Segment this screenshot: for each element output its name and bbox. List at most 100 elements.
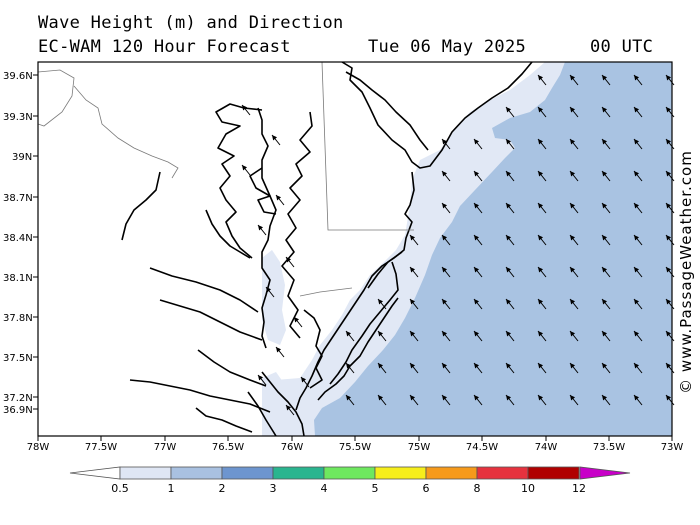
wave-arrow: [537, 234, 547, 246]
lon-label: 78W: [27, 442, 50, 453]
wave-arrow: [241, 164, 251, 176]
wave-arrow: [601, 170, 611, 182]
colorbar: 0.5 1 2 3 4 5 6 8 10 12: [69, 466, 631, 495]
wave-arrow: [633, 202, 643, 214]
wave-arrow: [377, 394, 387, 406]
wave-arrow: [665, 170, 675, 182]
lat-label: 36.9N: [3, 405, 33, 416]
wave-arrow: [569, 106, 579, 118]
lat-label: 37.5N: [3, 353, 33, 364]
wave-arrow: [473, 138, 483, 150]
colorbar-cell: [425, 466, 478, 480]
wave-arrow: [345, 394, 355, 406]
wave-arrow: [537, 74, 547, 86]
wave-arrow: [633, 234, 643, 246]
state-borders: [38, 62, 414, 297]
colorbar-cell: [221, 466, 274, 480]
lat-label: 39.6N: [3, 71, 33, 82]
wave-arrow: [409, 362, 419, 374]
wave-arrow: [473, 234, 483, 246]
wave-arrow: [377, 362, 387, 374]
wave-arrow: [285, 404, 295, 416]
wave-arrow: [537, 298, 547, 310]
wave-arrow: [345, 362, 355, 374]
wave-arrow: [569, 138, 579, 150]
wave-arrow: [633, 138, 643, 150]
colorbar-label: 4: [321, 482, 328, 495]
wave-arrow: [537, 362, 547, 374]
forecast-date: Tue 06 May 2025: [368, 37, 527, 57]
wave-arrow: [409, 330, 419, 342]
wave-arrow: [241, 104, 251, 116]
wave-arrow: [345, 330, 355, 342]
longitude-axis: 78W 77.5W 77W 76.5W 76W 75.5W 75W 74.5W …: [27, 436, 684, 453]
colorbar-cell: [323, 466, 376, 480]
wave-arrow: [505, 330, 515, 342]
wave-arrow: [441, 202, 451, 214]
wave-arrow: [665, 330, 675, 342]
lon-label: 73W: [661, 442, 684, 453]
wave-arrow: [601, 234, 611, 246]
lon-label: 73.5W: [593, 442, 625, 453]
wave-arrow: [665, 74, 675, 86]
wave-arrow: [601, 74, 611, 86]
wave-arrow: [505, 138, 515, 150]
colorbar-cell: [476, 466, 529, 480]
wave-arrow: [537, 394, 547, 406]
wave-arrow: [569, 362, 579, 374]
bay-wave-zone: [262, 250, 286, 345]
wave-arrow: [665, 266, 675, 278]
wave-arrow: [441, 266, 451, 278]
forecast-subtitle: EC-WAM 120 Hour Forecast: [38, 37, 291, 57]
lon-label: 74W: [535, 442, 558, 453]
wave-arrow: [633, 394, 643, 406]
wave-arrow: [473, 298, 483, 310]
wave-arrow: [633, 298, 643, 310]
credit-watermark: © www.PassageWeather.com: [677, 150, 695, 394]
colorbar-min-cap: [69, 466, 121, 480]
wave-arrow: [633, 330, 643, 342]
wave-arrow: [569, 394, 579, 406]
wave-arrow: [537, 106, 547, 118]
colorbar-cell: [527, 466, 580, 480]
colorbar-label: 12: [572, 482, 586, 495]
colorbar-label: 5: [372, 482, 379, 495]
wave-arrow: [505, 170, 515, 182]
wave-arrow: [569, 330, 579, 342]
wave-arrow: [275, 194, 285, 206]
lat-label: 38.1N: [3, 273, 33, 284]
wave-arrow: [569, 74, 579, 86]
wave-arrow: [569, 234, 579, 246]
wave-arrow: [665, 394, 675, 406]
colorbar-cell: [272, 466, 325, 480]
wave-arrow: [409, 298, 419, 310]
wave-arrow: [601, 362, 611, 374]
wave-arrow: [505, 298, 515, 310]
wave-arrow: [473, 330, 483, 342]
wave-arrow: [569, 202, 579, 214]
coastline: [121, 62, 533, 436]
lon-label: 76W: [281, 442, 304, 453]
colorbar-cell: [374, 466, 427, 480]
wave-arrow: [569, 170, 579, 182]
colorbar-label: 1: [168, 482, 175, 495]
wave-arrow: [569, 266, 579, 278]
wave-arrow: [505, 362, 515, 374]
colorbar-max-cap: [579, 466, 631, 480]
colorbar-label: 0.5: [111, 482, 129, 495]
wave-arrow: [300, 376, 310, 388]
lon-label: 75.5W: [339, 442, 371, 453]
wave-arrow: [601, 138, 611, 150]
lat-label: 39N: [12, 152, 32, 163]
wave-arrow: [665, 362, 675, 374]
lon-label: 77.5W: [85, 442, 117, 453]
wave-arrow: [377, 330, 387, 342]
wave-arrow: [293, 316, 303, 328]
wave-arrow: [601, 202, 611, 214]
wave-arrow: [441, 170, 451, 182]
wave-arrow: [409, 266, 419, 278]
wave-arrow: [633, 362, 643, 374]
wave-zone-blue: [314, 62, 672, 436]
wave-arrow: [505, 234, 515, 246]
